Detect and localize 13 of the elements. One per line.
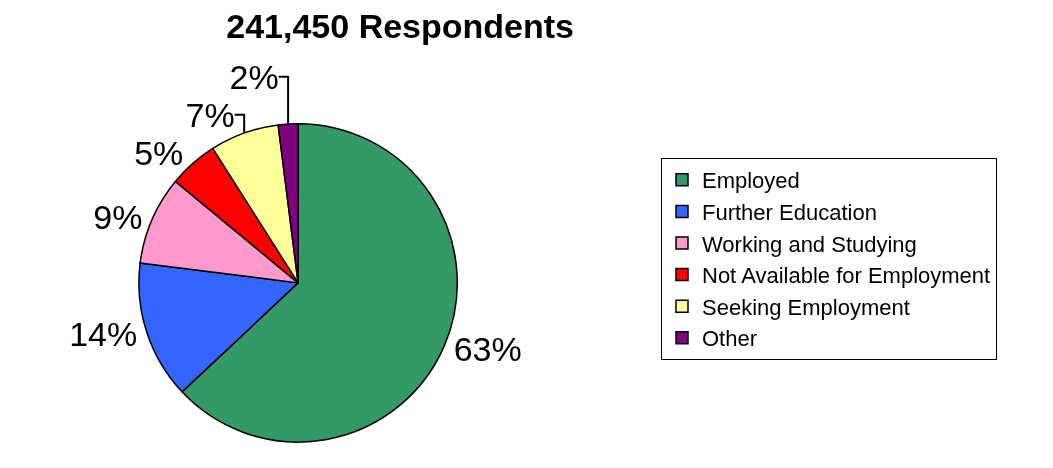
data-label: 9% xyxy=(93,197,143,236)
legend-label: Other xyxy=(702,326,758,352)
data-label: 14% xyxy=(69,314,138,353)
data-label: 63% xyxy=(453,330,522,369)
data-label: 7% xyxy=(185,95,235,134)
legend-label: Not Available for Employment xyxy=(702,263,991,289)
chart-title: 241,450 Respondents xyxy=(226,6,574,45)
data-label: 2% xyxy=(229,57,279,96)
legend-label: Seeking Employment xyxy=(702,294,910,320)
legend-label: Working and Studying xyxy=(702,231,917,257)
data-label: 5% xyxy=(134,133,184,172)
legend-label: Employed xyxy=(702,168,800,194)
legend-label: Further Education xyxy=(702,199,877,225)
